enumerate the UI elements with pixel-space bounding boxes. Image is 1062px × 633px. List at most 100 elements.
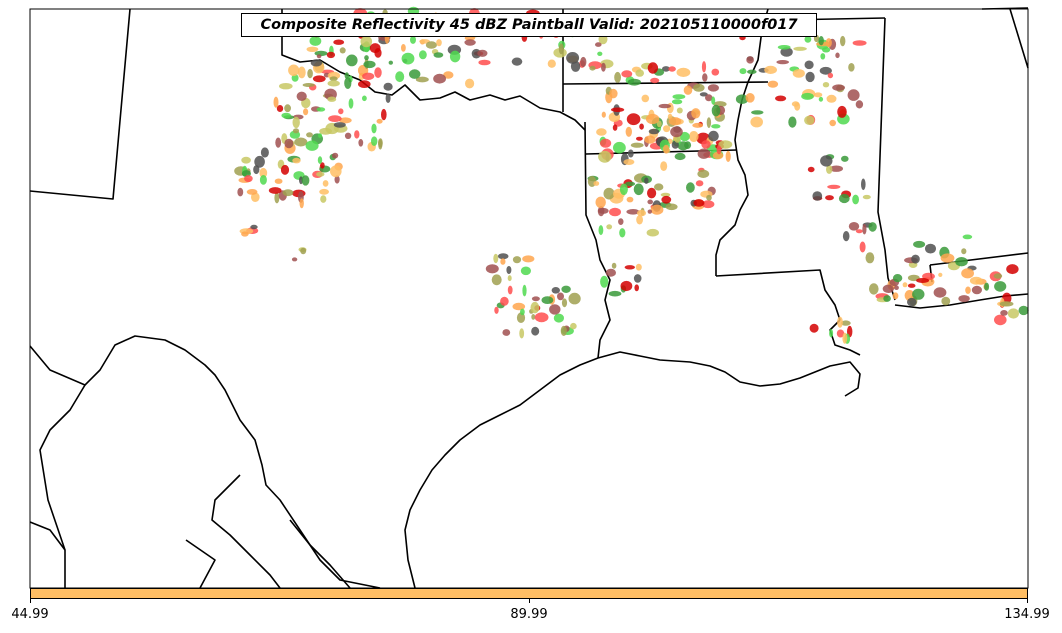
- reflectivity-blob: [376, 118, 383, 124]
- reflectivity-blob: [254, 155, 265, 168]
- reflectivity-blob: [619, 228, 626, 238]
- reflectivity-blob: [401, 44, 406, 52]
- reflectivity-blob: [961, 268, 974, 279]
- reflectivity-blob: [788, 116, 797, 128]
- reflectivity-blob: [661, 195, 672, 204]
- reflectivity-blob: [832, 84, 845, 91]
- reflectivity-blob: [855, 229, 863, 234]
- reflectivity-blob: [595, 196, 606, 208]
- reflectivity-blob: [333, 39, 345, 45]
- reflectivity-blob: [618, 218, 624, 226]
- reflectivity-blob: [662, 144, 670, 154]
- reflectivity-blob: [822, 82, 830, 88]
- reflectivity-blob: [894, 285, 899, 291]
- reflectivity-blob: [1007, 308, 1020, 319]
- reflectivity-blob: [805, 71, 815, 83]
- reflectivity-blob: [597, 206, 605, 217]
- reflectivity-blob: [822, 47, 831, 53]
- reflectivity-blob: [662, 66, 670, 72]
- reflectivity-blob: [658, 103, 671, 109]
- reflectivity-blob: [994, 281, 1007, 292]
- reflectivity-blob: [570, 322, 577, 330]
- reflectivity-blob: [519, 328, 525, 339]
- reflectivity-blob: [237, 187, 244, 197]
- reflectivity-blob: [605, 268, 617, 277]
- reflectivity-blob: [916, 278, 930, 283]
- reflectivity-blob: [292, 157, 301, 164]
- reflectivity-blob: [835, 52, 840, 59]
- reflectivity-blob: [534, 312, 549, 323]
- reflectivity-blob: [301, 175, 310, 186]
- reflectivity-blob: [292, 116, 300, 129]
- reflectivity-blob: [647, 199, 653, 205]
- reflectivity-blob: [674, 152, 686, 161]
- reflectivity-blob: [253, 165, 260, 175]
- reflectivity-blob: [363, 60, 376, 69]
- reflectivity-blob: [260, 147, 269, 158]
- reflectivity-blob: [965, 286, 971, 294]
- reflectivity-blob: [750, 116, 763, 128]
- reflectivity-blob: [383, 82, 393, 91]
- reflectivity-blob: [409, 69, 421, 79]
- reflectivity-blob: [560, 325, 567, 336]
- reflectivity-blob: [303, 108, 309, 116]
- reflectivity-blob: [809, 323, 819, 333]
- reflectivity-blob: [419, 50, 427, 60]
- reflectivity-blob: [558, 43, 564, 55]
- reflectivity-blob: [735, 94, 749, 104]
- reflectivity-blob: [882, 284, 894, 293]
- state-border-ar-mo: [562, 81, 769, 85]
- reflectivity-blob: [601, 111, 606, 118]
- reflectivity-blob: [299, 198, 304, 209]
- reflectivity-blob: [338, 108, 344, 115]
- reflectivity-blob: [497, 253, 509, 260]
- reflectivity-blob: [840, 320, 851, 326]
- reflectivity-blob: [676, 67, 691, 77]
- reflectivity-blob: [241, 156, 251, 164]
- reflectivity-blob: [1006, 264, 1019, 275]
- reflectivity-blob: [369, 43, 381, 54]
- reflectivity-blob: [401, 52, 415, 65]
- reflectivity-blob: [601, 62, 606, 72]
- reflectivity-blob: [320, 195, 327, 203]
- reflectivity-blob: [686, 182, 695, 193]
- reflectivity-blob: [852, 40, 867, 46]
- reflectivity-blob: [597, 51, 603, 56]
- reflectivity-blob: [316, 107, 326, 112]
- reflectivity-blob: [777, 45, 791, 50]
- reflectivity-blob: [511, 57, 523, 66]
- reflectivity-blob: [281, 112, 292, 119]
- reflectivity-blob: [827, 184, 841, 189]
- reflectivity-blob: [530, 301, 540, 314]
- reflectivity-blob: [708, 130, 719, 142]
- reflectivity-blob: [339, 47, 346, 54]
- reflectivity-blob: [531, 326, 540, 336]
- reflectivity-blob: [282, 189, 294, 197]
- reflectivity-blob: [465, 78, 475, 89]
- reflectivity-blob: [410, 35, 416, 44]
- reflectivity-blob: [820, 155, 833, 167]
- reflectivity-blob: [826, 164, 833, 174]
- reflectivity-blob: [507, 275, 512, 282]
- reflectivity-blob: [312, 75, 326, 83]
- reflectivity-blob: [693, 199, 705, 207]
- reflectivity-blob: [848, 222, 860, 231]
- reflectivity-blob: [330, 165, 342, 178]
- reflectivity-blob: [647, 62, 659, 74]
- reflectivity-blob: [522, 255, 535, 263]
- reflectivity-blob: [549, 304, 561, 315]
- reflectivity-blob: [288, 64, 300, 77]
- reflectivity-blob: [644, 135, 656, 144]
- reflectivity-blob: [868, 222, 877, 232]
- reflectivity-blob: [598, 225, 604, 236]
- reflectivity-blob: [645, 113, 660, 125]
- reflectivity-blob: [633, 183, 644, 196]
- reflectivity-blob: [250, 224, 258, 230]
- reflectivity-blob: [633, 274, 642, 283]
- reflectivity-blob: [339, 117, 352, 124]
- reflectivity-blob: [244, 175, 253, 183]
- reflectivity-blob: [671, 99, 683, 105]
- reflectivity-blob: [319, 188, 329, 195]
- mexico-state-line-5: [289, 519, 351, 589]
- reflectivity-blob: [705, 94, 713, 102]
